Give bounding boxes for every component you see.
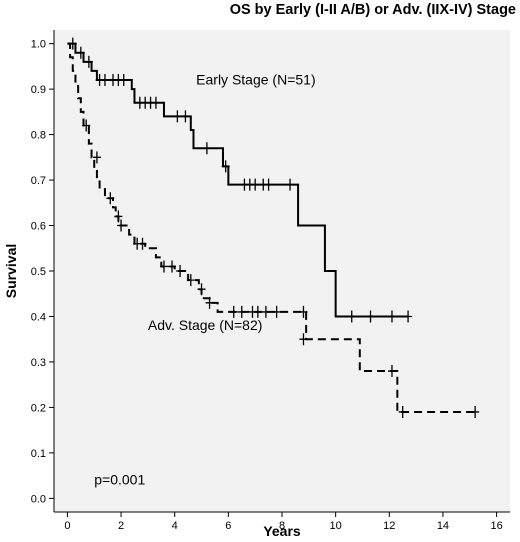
chart-title: OS by Early (I-II A/B) or Adv. (IIX-IV) … bbox=[230, 2, 516, 18]
y-tick-label: 0.6 bbox=[31, 221, 46, 233]
censor-mark bbox=[398, 405, 407, 418]
x-tick-label: 0 bbox=[64, 520, 70, 532]
x-tick-label: 16 bbox=[490, 520, 502, 532]
x-tick-label: 6 bbox=[225, 520, 231, 532]
censor-mark bbox=[84, 55, 93, 68]
censor-mark bbox=[114, 210, 123, 223]
censor-mark bbox=[299, 305, 308, 318]
censor-mark bbox=[202, 142, 211, 155]
series-layer bbox=[67, 37, 480, 418]
annotation-1: Adv. Stage (N=82) bbox=[148, 317, 263, 333]
censor-mark bbox=[119, 74, 128, 87]
censor-mark bbox=[404, 310, 413, 323]
censor-mark bbox=[100, 74, 109, 87]
y-tick-label: 0.4 bbox=[31, 311, 46, 323]
annotation-2: p=0.001 bbox=[94, 472, 145, 488]
censor-mark bbox=[138, 237, 147, 250]
plot-area bbox=[54, 30, 510, 512]
x-tick-label: 2 bbox=[118, 520, 124, 532]
x-tick-label: 8 bbox=[279, 520, 285, 532]
censor-mark bbox=[261, 305, 270, 318]
y-tick-label: 0.3 bbox=[31, 357, 46, 369]
y-tick-label: 0.7 bbox=[31, 175, 46, 187]
y-tick-label: 0.5 bbox=[31, 266, 46, 278]
y-tick-label: 0.8 bbox=[31, 130, 46, 142]
censor-mark bbox=[92, 151, 101, 164]
censor-mark bbox=[106, 192, 115, 205]
censor-mark bbox=[82, 119, 91, 132]
censor-mark bbox=[347, 310, 356, 323]
axes: 0 2 4 6 8 10 12 14 16 0.0 0.1 0.2 0.3 0.4 0.5 0.6 0.7 0.8… bbox=[31, 30, 510, 532]
censor-mark bbox=[387, 310, 396, 323]
censor-mark bbox=[229, 305, 238, 318]
y-tick-label: 1.0 bbox=[31, 39, 46, 51]
x-tick-label: 14 bbox=[437, 520, 449, 532]
censor-mark bbox=[117, 219, 126, 232]
censor-mark bbox=[168, 260, 177, 273]
annotation-0: Early Stage (N=51) bbox=[196, 72, 315, 88]
censor-mark bbox=[173, 110, 182, 123]
y-tick-label: 0.2 bbox=[31, 402, 46, 414]
censor-mark bbox=[387, 365, 396, 378]
censor-mark bbox=[151, 96, 160, 109]
censor-mark bbox=[286, 178, 295, 191]
x-axis-label: Years bbox=[263, 523, 301, 539]
censor-mark bbox=[197, 283, 206, 296]
censor-mark bbox=[205, 296, 214, 309]
censor-mark bbox=[176, 265, 185, 277]
censor-mark bbox=[253, 305, 262, 318]
censor-mark bbox=[159, 260, 168, 273]
censor-mark bbox=[272, 305, 281, 318]
censor-mark bbox=[186, 274, 195, 287]
censor-mark bbox=[471, 405, 480, 418]
y-tick-label: 0.0 bbox=[31, 493, 46, 505]
censor-mark bbox=[264, 178, 273, 191]
censor-mark bbox=[366, 310, 375, 323]
annotation-layer: Early Stage (N=51) Adv. Stage (N=82) p=0.0… bbox=[94, 72, 315, 488]
censor-mark bbox=[221, 160, 230, 173]
censor-mark bbox=[237, 305, 246, 318]
censor-mark bbox=[251, 178, 260, 191]
y-axis-label: Survival bbox=[3, 244, 19, 298]
x-tick-label: 10 bbox=[330, 520, 342, 532]
y-tick-label: 0.1 bbox=[31, 448, 46, 460]
censor-mark bbox=[299, 333, 308, 346]
censor-mark bbox=[181, 110, 190, 123]
x-tick-label: 12 bbox=[383, 520, 395, 532]
x-tick-label: 4 bbox=[172, 520, 178, 532]
censor-mark bbox=[76, 46, 85, 59]
y-tick-label: 0.9 bbox=[31, 84, 46, 96]
